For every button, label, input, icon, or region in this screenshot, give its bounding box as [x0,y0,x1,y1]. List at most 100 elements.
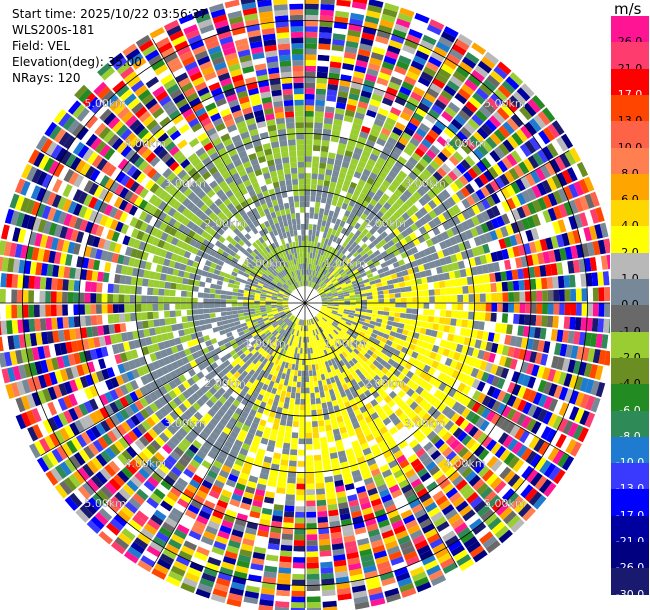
velocity-ray [320,308,601,413]
azimuth-line [304,302,570,456]
velocity-ray [306,0,352,287]
velocity-ray [21,310,290,445]
velocity-ray [0,272,289,303]
nrays-label: NRays: 120 [12,71,81,85]
velocity-ray [74,84,293,292]
range-ring-label: 5.00km [84,497,126,510]
velocity-ray [98,315,295,545]
range-ring-label: 2.00km [364,217,406,230]
velocity-ray [0,240,289,301]
velocity-ray [321,307,606,398]
velocity-ray [313,317,475,572]
elevation-label: Elevation(deg): 35.00 [12,55,142,69]
velocity-ray [316,315,525,533]
velocity-ray [180,318,299,594]
velocity-ray [1,306,289,384]
velocity-ray [307,319,370,610]
colorbar-segment [611,147,649,175]
range-ring-label: 2.00km [364,377,406,390]
velocity-ray [317,95,546,293]
colorbar-segment [611,542,649,569]
range-ring-label: 4.00km [444,137,486,150]
colorbar-segment [611,226,649,254]
velocity-ray [321,304,610,350]
range-ring-label: 4.00km [124,137,166,150]
velocity-ray [45,312,292,486]
instrument-label: WLS200s-181 [12,23,95,37]
velocity-ray [311,12,430,288]
range-ring-label: 5.00km [484,497,526,510]
azimuth-line [304,150,570,304]
velocity-ray [318,312,566,485]
velocity-ray [258,319,304,610]
velocity-ray [165,318,299,587]
range-ring-label: 5.00km [84,97,126,110]
velocity-ray [240,0,303,287]
velocity-ray [312,318,447,587]
velocity-ray [321,238,610,301]
velocity-ray [305,0,335,287]
range-ring-label: 1.00km [244,257,286,270]
velocity-ray [274,319,305,610]
velocity-ray [319,133,574,295]
ppi-plot: 1.00km 1.00km 1.00km 1.00km 2.00km 2.00km 2.00… [0,0,610,610]
colorbar-segment [611,42,649,70]
range-ring-label: 5.00km [484,97,526,110]
range-ring-label: 3.00km [164,177,206,190]
colorbar-unit: m/s [614,0,642,18]
velocity-ray [315,51,499,290]
velocity-ray [321,305,610,366]
velocity-ray [28,149,291,296]
velocity-ray [309,2,400,287]
colorbar-segment [611,436,649,464]
azimuth-line [152,38,306,304]
colorbar-segment [611,331,649,359]
velocity-ray [9,193,290,298]
velocity-ray [21,163,290,297]
velocity-ray [312,26,459,289]
velocity-ray [321,207,605,299]
range-ring-label: 3.00km [164,417,206,430]
velocity-ray [289,0,305,287]
velocity-ray [321,270,610,302]
velocity-ray [163,19,298,288]
velocity-ray [4,208,289,299]
velocity-ray [0,256,289,302]
velocity-ray [319,310,582,457]
velocity-ray [290,319,305,610]
colorbar-segment [611,121,649,148]
colorbar-segment [611,357,649,385]
velocity-ray [320,309,589,443]
velocity-ray [178,13,299,288]
velocity-rays [0,0,610,610]
velocity-ray [135,34,297,289]
range-ring-label: 4.00km [124,457,166,470]
velocity-ray [242,319,303,610]
velocity-ray [29,310,291,459]
range-ring-label: 3.00km [404,417,446,430]
velocity-ray [305,0,320,287]
range-ring-label: 2.00km [204,377,246,390]
velocity-ray [320,176,595,297]
velocity-ray [311,318,432,593]
velocity-ray [15,309,290,430]
range-ring-label: 3.00km [404,177,446,190]
velocity-ray [151,317,298,580]
start-time-label: Start time: 2025/10/22 03:56:27 [12,7,207,21]
velocity-ray [0,288,289,303]
velocity-ray [123,316,296,564]
velocity-ray [195,318,300,599]
velocity-ray [310,318,417,598]
range-ring-label: 1.00km [244,337,286,350]
azimuth-line [304,302,458,568]
colorbar-segment [611,16,649,43]
velocity-ray [53,109,292,293]
colorbar-segment [611,515,649,543]
velocity-ray [318,107,556,293]
velocity-ray [75,314,293,523]
velocity-ray [307,0,368,287]
velocity-ray [111,316,295,555]
colorbar-segment [611,94,649,122]
velocity-ray [320,161,589,296]
velocity-ray [310,7,415,288]
